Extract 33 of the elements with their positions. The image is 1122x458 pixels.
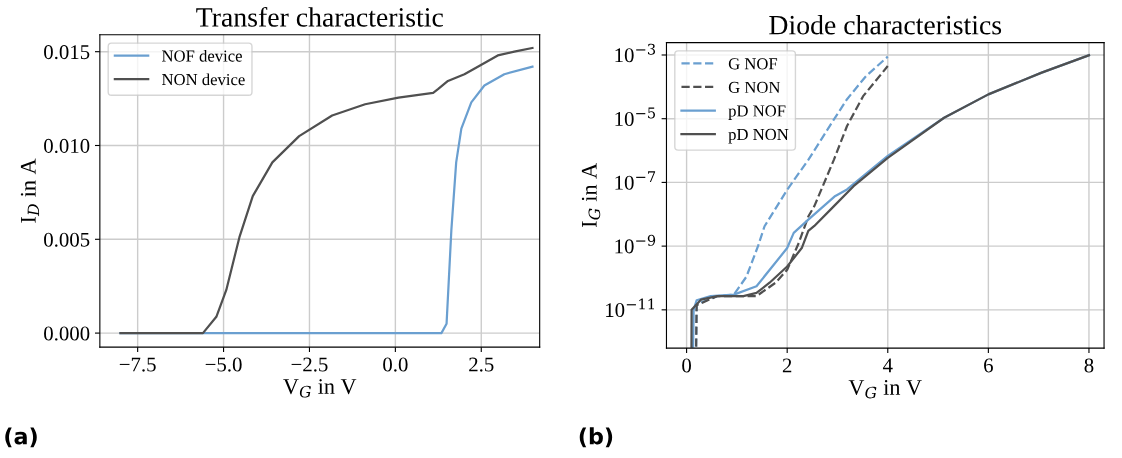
y-tick-label: 10$^{−11}$ [606,298,654,318]
chart-title: Transfer characteristic [196,6,443,27]
x-axis-title: V$_{G}$ in V [283,379,357,398]
x-tick-label: 8 [1084,358,1094,373]
x-tick-label: −5.0 [205,357,242,372]
x-tick-label: 0.0 [383,357,408,372]
text: (a) [5,427,37,448]
legend-label: G NOF [728,58,778,70]
x-tick-label: 2 [782,358,792,373]
y-tick-label: 10$^{−3}$ [615,43,656,63]
legend-label: NON device [162,73,245,86]
legend-label: G NON [728,81,781,93]
x-tick-label: −2.5 [291,357,328,372]
y-axis-title: I$_{G}$ in A [581,163,601,228]
x-tick-label: 4 [882,358,893,373]
chart-title: Diode characteristics [769,14,1002,35]
y-tick-label: 0.005 [44,232,90,247]
x-tick-label: 6 [984,358,993,373]
y-tick-label: 10$^{−5}$ [615,107,656,126]
x-tick-label: 2.5 [469,357,494,372]
y-tick-label: 0.000 [44,326,90,341]
y-tick-label: 0.015 [44,45,90,60]
x-axis-title: V$_{G}$ in V [848,380,922,399]
legend-label: NOF device [162,49,242,62]
legend-label: pD NOF [728,105,786,120]
x-tick-label: −7.5 [119,357,156,372]
legend-label: pD NON [728,128,789,144]
y-tick-label: 10$^{−9}$ [615,234,656,254]
y-tick-label: 0.010 [44,138,90,154]
x-tick-label: 0 [682,358,691,373]
text: (b) [579,427,613,448]
y-axis-title: I$_{D}$ in A [20,158,40,223]
y-tick-label: 10$^{−7}$ [615,171,656,190]
